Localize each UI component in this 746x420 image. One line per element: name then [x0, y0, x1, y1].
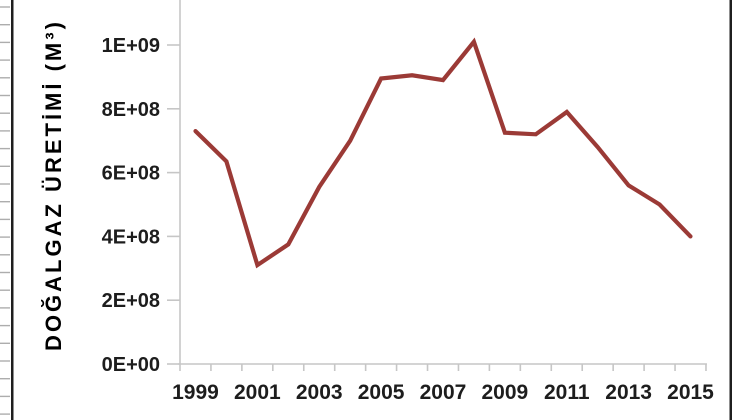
x-tick-label: 2005: [358, 381, 405, 404]
x-tick-label: 2007: [420, 381, 467, 404]
y-tick-label: 6E+08: [102, 163, 160, 185]
y-tick-label: 1E+09: [102, 35, 160, 57]
x-tick-label: 1999: [172, 381, 219, 404]
x-tick-label: 2011: [544, 381, 590, 404]
y-tick-label: 4E+08: [102, 226, 160, 248]
y-tick-label: 0E+00: [102, 354, 160, 376]
x-tick-label: 2001: [234, 381, 281, 404]
data-line-dogalgaz-uretimi: [193, 37, 693, 269]
x-tick-label: 2013: [605, 381, 652, 404]
y-tick-label: 8E+08: [102, 99, 160, 121]
x-tick-label: 2009: [482, 381, 529, 404]
x-tick-label: 2015: [667, 381, 714, 404]
page-right-border: [729, 0, 732, 420]
page-left-border: [11, 0, 14, 420]
x-tick-label: 2003: [296, 381, 343, 404]
y-tick-label: 2E+08: [102, 290, 160, 312]
